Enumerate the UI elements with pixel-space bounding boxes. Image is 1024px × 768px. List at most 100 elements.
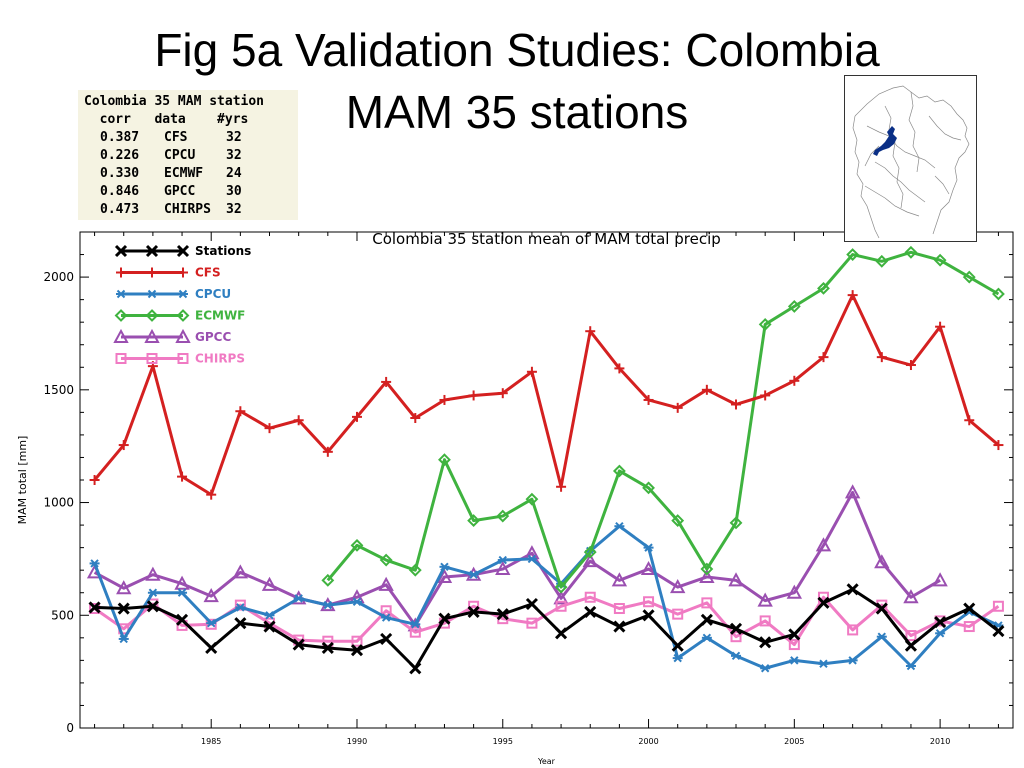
data-point-stations [904,639,918,652]
data-point-cpcu [847,656,858,665]
legend-marker-chirps [177,353,189,364]
data-point-gpcc [232,564,249,579]
data-point-cfs [789,375,800,386]
legend-label-chirps: CHIRPS [195,352,245,366]
x-tick-label: 1995 [493,737,513,746]
data-point-gpcc [261,576,278,591]
data-point-chirps [701,597,713,609]
data-point-stations [875,602,888,615]
data-point-stations [934,615,947,629]
legend-marker-gpcc [113,328,129,343]
data-point-cfs [993,440,1004,451]
data-point-chirps [730,631,742,643]
legend-marker-gpcc [175,328,191,343]
data-point-cpcu [935,629,946,638]
data-point-cpcu [264,611,275,620]
data-point-cfs [701,384,712,395]
y-tick-label: 1000 [43,496,74,510]
data-point-cfs [468,390,479,401]
data-point-ecmwf [875,254,889,268]
data-point-cfs [964,415,975,426]
stats-data-4: CHIRPS [164,202,211,217]
data-point-ecmwf [467,514,481,527]
data-point-cpcu [876,632,887,641]
data-point-ecmwf [962,270,976,284]
region-highlight [873,126,897,156]
data-point-cfs [177,471,188,482]
data-point-gpcc [903,589,919,604]
legend-marker-cpcu [147,289,157,299]
data-point-cpcu [905,661,916,671]
data-point-chirps [526,617,538,629]
stats-data-0: CFS [164,130,188,145]
series-line-cfs [93,293,1000,497]
stats-table: Colombia 35 MAM station corr data #yrs 0… [78,90,298,220]
legend-marker-chirps [146,353,158,364]
data-point-gpcc [699,568,715,583]
data-point-chirps [788,639,800,651]
data-point-cpcu [235,603,246,612]
data-point-gpcc [553,590,569,605]
series-line-chirps [93,595,1000,647]
data-point-gpcc [844,484,861,499]
data-point-gpcc [932,572,948,587]
country-outline [852,85,970,239]
data-point-gpcc [582,553,598,568]
legend-marker-cfs [147,267,157,278]
data-point-cpcu [177,588,188,597]
series-line-ecmwf [326,250,1000,589]
data-point-stations [409,662,422,675]
stats-yrs-0: 32 [226,130,242,145]
data-point-cfs [293,415,304,426]
data-point-ecmwf [758,318,772,331]
data-point-chirps [322,635,334,647]
data-point-gpcc [874,554,890,569]
legend-marker-cpcu [178,289,188,299]
data-point-chirps [963,621,975,633]
stats-corr-3: 0.846 [100,184,140,199]
data-point-ecmwf [904,245,918,259]
stats-yrs-2: 24 [226,166,242,181]
data-point-cfs [731,399,742,410]
legend-marker-ecmwf [176,309,190,322]
data-point-ecmwf [525,492,539,506]
data-point-gpcc [436,568,453,583]
data-point-stations [117,602,130,615]
legend-marker-stations [176,244,190,258]
data-point-ecmwf [496,509,510,523]
slide-subtitle: MAM 35 stations [345,86,689,138]
data-point-ecmwf [554,580,568,594]
data-point-cfs [526,366,537,377]
data-point-stations [729,622,743,635]
stats-yrs-1: 32 [226,148,242,163]
data-point-cfs [89,475,100,485]
y-tick-label: 2000 [43,270,74,284]
x-axis-label: Year [537,757,556,766]
data-point-gpcc [174,575,190,590]
data-point-stations [438,612,451,625]
data-point-stations [846,583,859,596]
data-point-cpcu [381,613,392,622]
data-point-stations [146,600,159,613]
data-point-gpcc [670,579,686,594]
legend-label-stations: Stations [195,244,251,258]
data-point-ecmwf [642,481,655,495]
data-point-cpcu [89,559,100,568]
data-point-stations [642,609,655,622]
data-point-ecmwf [612,464,626,478]
data-point-stations [88,601,101,614]
data-point-stations [175,613,189,626]
data-point-cfs [235,406,246,417]
y-tick-label: 1500 [43,383,74,397]
stats-corr-1: 0.226 [100,148,140,163]
x-tick-label: 2000 [638,737,658,746]
data-point-cpcu [468,570,479,579]
data-point-cpcu [731,651,742,661]
data-point-ecmwf [846,248,860,261]
data-point-cfs [410,413,421,423]
data-point-gpcc [145,566,161,581]
data-point-cfs [643,394,654,405]
data-point-cfs [206,489,217,500]
stats-data-3: GPCC [164,184,196,199]
